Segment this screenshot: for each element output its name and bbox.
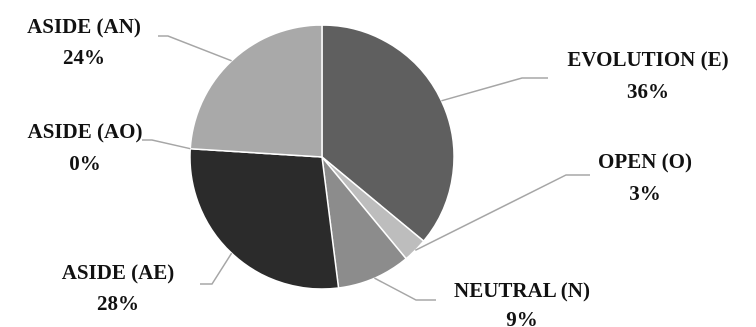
slice-label-aside-ae: ASIDE (AE) 28% bbox=[62, 260, 175, 315]
leader-line-open-o bbox=[414, 174, 590, 251]
label-evolution-name: EVOLUTION (E) bbox=[567, 47, 728, 71]
label-aside-an-name: ASIDE (AN) bbox=[27, 14, 141, 38]
label-aside-ao-value: 0% bbox=[69, 151, 101, 175]
leader-line-aside-ae bbox=[200, 252, 233, 285]
label-neutral-value: 9% bbox=[506, 307, 538, 327]
leader-lines bbox=[142, 35, 590, 301]
label-neutral-name: NEUTRAL (N) bbox=[454, 278, 590, 302]
pie-slices bbox=[189, 24, 455, 290]
label-aside-ae-name: ASIDE (AE) bbox=[62, 260, 175, 284]
slice-label-neutral: NEUTRAL (N) 9% bbox=[454, 278, 590, 327]
pie-slice-aside-ae bbox=[189, 147, 340, 290]
leader-line-aside-an bbox=[158, 35, 232, 62]
label-evolution-value: 36% bbox=[627, 79, 669, 103]
slice-label-evolution: EVOLUTION (E) 36% bbox=[567, 47, 728, 103]
leader-line-aside-ao bbox=[142, 139, 191, 150]
label-aside-ae-value: 28% bbox=[97, 291, 139, 315]
leader-line-evolution-e bbox=[441, 77, 548, 102]
slice-label-aside-an: ASIDE (AN) 24% bbox=[27, 14, 141, 69]
pie-slice-aside-an bbox=[189, 24, 323, 158]
label-open-name: OPEN (O) bbox=[598, 149, 692, 173]
label-aside-ao-name: ASIDE (AO) bbox=[28, 119, 143, 143]
label-open-value: 3% bbox=[629, 181, 661, 205]
label-aside-an-value: 24% bbox=[63, 45, 105, 69]
slice-label-aside-ao: ASIDE (AO) 0% bbox=[28, 119, 143, 175]
slice-label-open: OPEN (O) 3% bbox=[598, 149, 692, 205]
leader-line-neutral-n bbox=[374, 277, 436, 301]
